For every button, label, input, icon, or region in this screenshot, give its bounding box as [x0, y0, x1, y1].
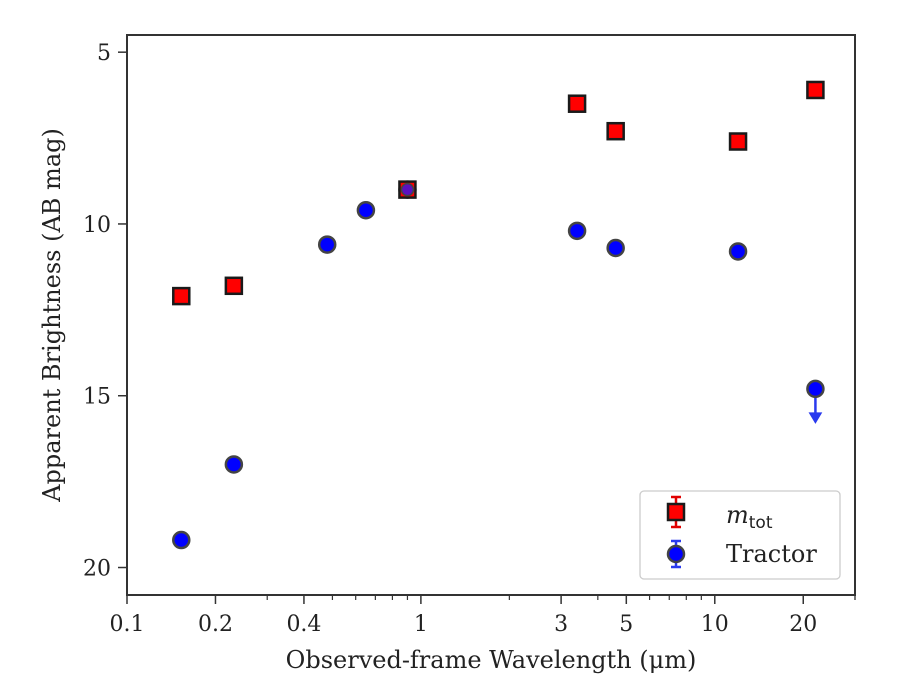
tractor-point — [567, 221, 587, 241]
x-tick-label: 3 — [554, 612, 568, 637]
legend-box — [639, 490, 841, 580]
legend-marker-mtot — [666, 495, 686, 529]
x-tick-label: 5 — [619, 612, 633, 637]
tractor-point — [317, 235, 337, 254]
mtot-point — [728, 132, 748, 151]
x-axis-label: Observed-frame Wavelength (μm) — [286, 646, 697, 674]
legend-marker-tractor — [666, 539, 686, 569]
x-tick-label: 1 — [414, 612, 428, 637]
x-tick-label: 0.4 — [286, 612, 321, 637]
mtot-point — [172, 286, 191, 306]
mtot-point — [567, 94, 587, 113]
mtot-point — [606, 121, 625, 141]
tractor-point — [806, 379, 825, 424]
x-tick-label: 20 — [789, 612, 817, 637]
y-axis-label: Apparent Brightness (AB mag) — [38, 128, 66, 503]
legend-label-mtot: mtot — [726, 501, 773, 533]
y-tick-label: 10 — [83, 213, 111, 238]
y-tick-label: 15 — [83, 385, 111, 410]
x-tick-label: 0.2 — [198, 612, 233, 637]
overlap-point — [400, 182, 415, 197]
plot-frame — [126, 34, 856, 596]
legend-label-tractor: Tractor — [726, 540, 817, 568]
x-tick-label: 10 — [701, 612, 729, 637]
tractor-point — [728, 242, 748, 261]
tractor-point — [356, 200, 376, 220]
y-tick-label: 20 — [83, 557, 111, 582]
tractor-point — [224, 455, 244, 474]
mtot-point — [224, 276, 244, 296]
y-tick-label: 5 — [97, 41, 111, 66]
legend: mtot Tractor — [639, 490, 841, 580]
x-tick-label: 0.1 — [110, 612, 145, 637]
tractor-point — [606, 238, 625, 258]
tractor-point — [172, 530, 191, 550]
mtot-point — [806, 80, 825, 100]
